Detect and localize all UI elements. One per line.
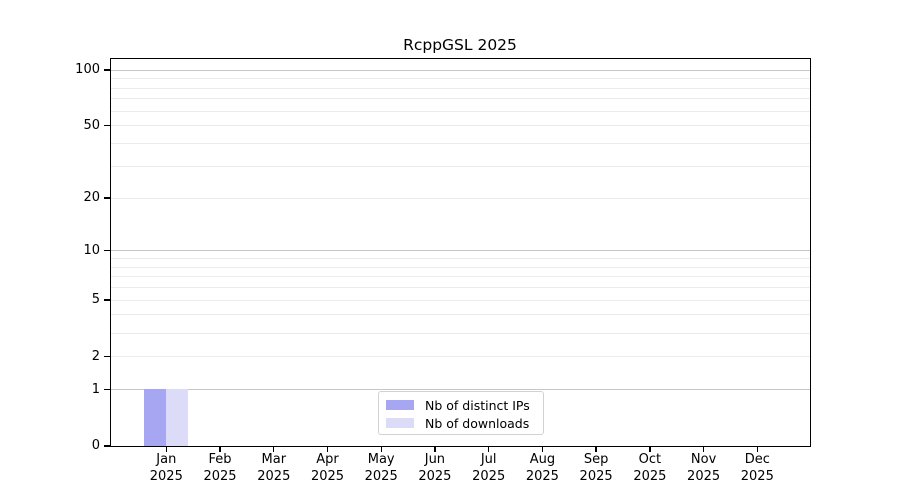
x-tick-label-jul: Jul 2025: [459, 452, 519, 485]
y-tick-label-2: 2: [91, 348, 100, 364]
gridline-minor-9: [110, 257, 810, 259]
y-tick-10: [104, 249, 111, 252]
x-tick-label-oct: Oct 2025: [620, 452, 680, 485]
x-tick-month: Jan: [156, 452, 177, 467]
legend-swatch-downloads: [386, 417, 414, 429]
gridline-minor-40: [110, 143, 810, 144]
x-tick-label-mar: Mar 2025: [244, 452, 304, 485]
x-tick-month: Jul: [480, 452, 497, 467]
x-tick-mar: [273, 446, 275, 452]
legend: Nb of distinct IPs Nb of downloads: [378, 391, 544, 435]
x-tick-year: 2025: [525, 468, 559, 484]
legend-label-downloads: Nb of downloads: [425, 415, 530, 431]
x-tick-year: 2025: [310, 468, 345, 484]
gridline-major-10: [110, 250, 810, 252]
x-tick-month: Mar: [261, 452, 287, 467]
y-tick-20: [104, 197, 111, 199]
y-tick-label-10: 10: [83, 242, 100, 258]
x-tick-month: Aug: [529, 452, 556, 467]
y-tick-label-20: 20: [83, 190, 100, 205]
x-tick-apr: [326, 446, 329, 452]
gridline-minor-5: [110, 299, 810, 301]
x-tick-label-jun: Jun 2025: [405, 452, 465, 485]
x-tick-dec: [756, 446, 758, 452]
chart-title: RcppGSL 2025: [403, 36, 517, 54]
y-tick-0: [104, 445, 111, 447]
x-tick-year: 2025: [579, 468, 613, 484]
x-tick-year: 2025: [472, 468, 506, 484]
y-tick-label-50: 50: [83, 117, 100, 133]
x-tick-label-feb: Feb 2025: [190, 452, 250, 485]
x-tick-year: 2025: [149, 468, 183, 484]
x-tick-month: Dec: [744, 452, 770, 467]
x-tick-year: 2025: [418, 468, 452, 484]
gridline-minor-4: [110, 314, 810, 316]
bar-downloads-jan: [165, 389, 188, 446]
x-tick-label-dec: Dec 2025: [727, 452, 787, 485]
x-tick-month: Oct: [638, 452, 662, 467]
gridline-minor-8: [110, 266, 810, 268]
x-tick-oct: [649, 446, 651, 452]
gridline-minor-2: [110, 356, 810, 357]
y-tick-50: [104, 125, 111, 127]
y-tick-label-100: 100: [75, 62, 100, 77]
plot-area: [109, 57, 811, 447]
x-tick-year: 2025: [740, 468, 774, 484]
x-tick-year: 2025: [633, 468, 667, 484]
x-tick-year: 2025: [203, 468, 237, 484]
gridline-minor-3: [110, 332, 810, 334]
x-tick-jan: [165, 446, 167, 452]
x-tick-may: [380, 446, 382, 452]
y-tick-label-1: 1: [91, 381, 100, 397]
x-tick-label-may: May 2025: [351, 452, 411, 485]
x-tick-year: 2025: [257, 468, 291, 484]
legend-swatch-distinct-ips: [386, 399, 414, 411]
gridline-major-100: [110, 69, 810, 71]
legend-label-distinct-ips: Nb of distinct IPs: [425, 397, 530, 413]
gridline-minor-90: [110, 78, 810, 79]
gridline-minor-60: [110, 110, 810, 112]
x-tick-month: Jun: [424, 452, 446, 467]
x-tick-nov: [702, 446, 705, 452]
y-tick-1: [104, 388, 111, 391]
x-tick-month: Nov: [690, 452, 717, 467]
x-tick-sep: [595, 446, 597, 452]
gridline-minor-20: [110, 197, 810, 199]
legend-item-downloads: Nb of downloads: [386, 414, 543, 432]
x-tick-month: Feb: [208, 452, 232, 467]
gridline-major-1: [110, 389, 810, 390]
y-tick-label-0: 0: [91, 438, 100, 453]
x-tick-jul: [488, 446, 490, 452]
gridline-minor-50: [110, 125, 810, 127]
x-tick-aug: [541, 446, 544, 452]
gridline-minor-70: [110, 98, 810, 100]
x-tick-year: 2025: [687, 468, 721, 484]
x-tick-label-jan: Jan 2025: [136, 452, 196, 485]
x-tick-month: Sep: [583, 452, 609, 467]
y-tick-2: [104, 355, 111, 358]
bar-distinct-ips-jan: [143, 389, 166, 446]
x-tick-label-nov: Nov 2025: [674, 452, 734, 485]
x-tick-label-apr: Apr 2025: [298, 452, 358, 485]
x-tick-label-aug: Aug 2025: [512, 452, 572, 485]
legend-item-distinct-ips: Nb of distinct IPs: [386, 396, 543, 414]
gridline-minor-30: [110, 165, 810, 167]
gridline-minor-7: [110, 276, 810, 278]
x-tick-label-sep: Sep 2025: [566, 452, 626, 485]
x-tick-year: 2025: [364, 468, 398, 484]
x-tick-month: Apr: [316, 452, 339, 467]
y-tick-label-5: 5: [91, 292, 100, 307]
x-tick-feb: [219, 446, 221, 452]
x-tick-jun: [434, 446, 436, 452]
gridline-minor-80: [110, 87, 810, 89]
gridline-minor-6: [110, 287, 810, 288]
x-tick-month: May: [367, 452, 395, 467]
y-tick-100: [104, 69, 111, 71]
y-tick-5: [104, 299, 111, 301]
